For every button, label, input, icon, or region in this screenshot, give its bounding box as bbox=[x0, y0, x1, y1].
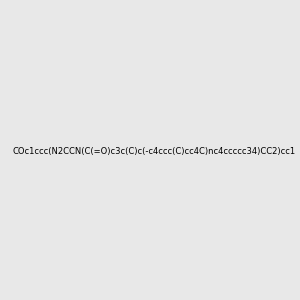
Text: COc1ccc(N2CCN(C(=O)c3c(C)c(-c4ccc(C)cc4C)nc4ccccc34)CC2)cc1: COc1ccc(N2CCN(C(=O)c3c(C)c(-c4ccc(C)cc4C… bbox=[12, 147, 295, 156]
